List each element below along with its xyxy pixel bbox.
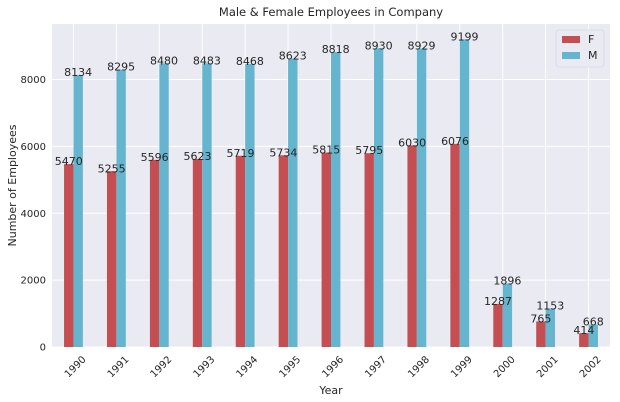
data-label-m-1998: 8929	[408, 39, 436, 52]
bar-f-2002	[579, 333, 589, 347]
data-label-f-2002: 414	[573, 324, 594, 337]
data-label-f-1996: 5815	[312, 144, 340, 157]
bar-f-1993	[192, 158, 203, 347]
x-axis-ticks: 1990 1991 1992 1993 1994 1995 1996 1997 1998 1999…	[63, 354, 604, 380]
legend-label-m: M	[588, 49, 598, 62]
data-label-m-2002: 668	[583, 316, 604, 329]
x-tick-label: 1996	[320, 354, 346, 380]
y-tick-label: 6000	[21, 142, 46, 153]
bar-m-1998	[416, 48, 427, 347]
bar-f-1991	[106, 171, 117, 347]
bar-f-1990	[64, 164, 74, 347]
bar-m-1995	[288, 58, 298, 348]
data-label-f-1994: 5719	[226, 147, 254, 160]
bar-f-1992	[149, 159, 160, 347]
bar-f-1996	[321, 152, 331, 347]
legend-swatch-f	[562, 36, 580, 43]
bars-group	[64, 39, 598, 348]
legend-label-f: F	[588, 33, 594, 46]
x-tick-label: 1998	[406, 354, 432, 380]
x-axis-label: Year	[318, 384, 343, 397]
bar-f-1997	[364, 153, 374, 347]
data-label-f-1990: 5470	[55, 155, 83, 168]
bar-m-2000	[502, 283, 513, 347]
data-label-m-1991: 8295	[107, 61, 135, 74]
x-tick-label: 1993	[192, 354, 218, 380]
bar-f-2000	[493, 303, 503, 347]
bar-m-1990	[73, 75, 83, 348]
bar-m-1992	[159, 63, 169, 348]
bar-m-2001	[545, 308, 556, 347]
y-tick-label: 0	[40, 343, 46, 354]
data-label-f-2000: 1287	[484, 295, 512, 308]
y-axis-ticks: 0 2000 4000 6000 8000	[21, 75, 46, 353]
data-label-m-1999: 9199	[450, 30, 478, 43]
x-tick-label: 1990	[63, 354, 89, 380]
x-tick-label: 2002	[578, 354, 604, 380]
data-label-f-1992: 5596	[141, 151, 169, 164]
bar-m-1996	[331, 52, 341, 347]
data-label-m-1994: 8468	[236, 55, 264, 68]
x-tick-label: 1995	[277, 354, 303, 380]
x-tick-label: 1997	[363, 354, 389, 380]
data-label-f-2001: 765	[530, 312, 551, 325]
data-label-m-1992: 8480	[150, 54, 178, 67]
y-tick-label: 4000	[21, 209, 46, 220]
bar-f-2001	[536, 321, 546, 347]
data-label-m-2001: 1153	[536, 299, 564, 312]
legend-swatch-m	[562, 52, 580, 59]
x-tick-label: 1994	[234, 354, 260, 380]
y-tick-label: 2000	[21, 276, 46, 287]
x-tick-label: 1992	[149, 354, 175, 380]
data-label-m-1997: 8930	[365, 39, 393, 52]
data-label-m-1990: 8134	[64, 66, 92, 79]
data-label-f-1998: 6030	[398, 136, 426, 149]
bar-m-1994	[245, 63, 255, 348]
bar-m-1997	[373, 48, 384, 347]
y-tick-label: 8000	[21, 75, 46, 86]
bar-m-1999	[459, 39, 470, 347]
data-label-m-1995: 8623	[279, 50, 307, 63]
bar-m-1991	[116, 69, 126, 348]
data-label-f-1995: 5734	[269, 146, 297, 159]
data-label-m-1993: 8483	[193, 54, 221, 67]
chart-title: Male & Female Employees in Company	[219, 5, 443, 19]
bar-f-1999	[450, 143, 460, 347]
data-label-m-2000: 1896	[493, 275, 521, 288]
y-axis-label: Number of Employees	[6, 124, 19, 246]
x-tick-label: 1991	[106, 354, 132, 380]
bar-f-1995	[278, 155, 289, 347]
bar-f-1998	[407, 145, 417, 347]
x-tick-label: 1999	[449, 354, 475, 380]
data-label-f-1991: 5255	[98, 162, 126, 175]
bar-m-1993	[202, 63, 212, 348]
data-label-f-1993: 5623	[184, 150, 212, 163]
x-tick-label: 2000	[492, 354, 518, 380]
data-label-f-1999: 6076	[441, 135, 469, 148]
data-labels-group: 5470 8134 5255 8295 5596 8480 5623 8483 5719 8468…	[55, 30, 604, 337]
data-label-m-1996: 8818	[322, 43, 350, 56]
legend: FM	[555, 29, 605, 68]
data-label-f-1997: 5795	[355, 144, 383, 157]
bar-f-1994	[235, 155, 246, 347]
x-tick-label: 2001	[535, 354, 561, 380]
bar-m-2002	[588, 324, 598, 347]
